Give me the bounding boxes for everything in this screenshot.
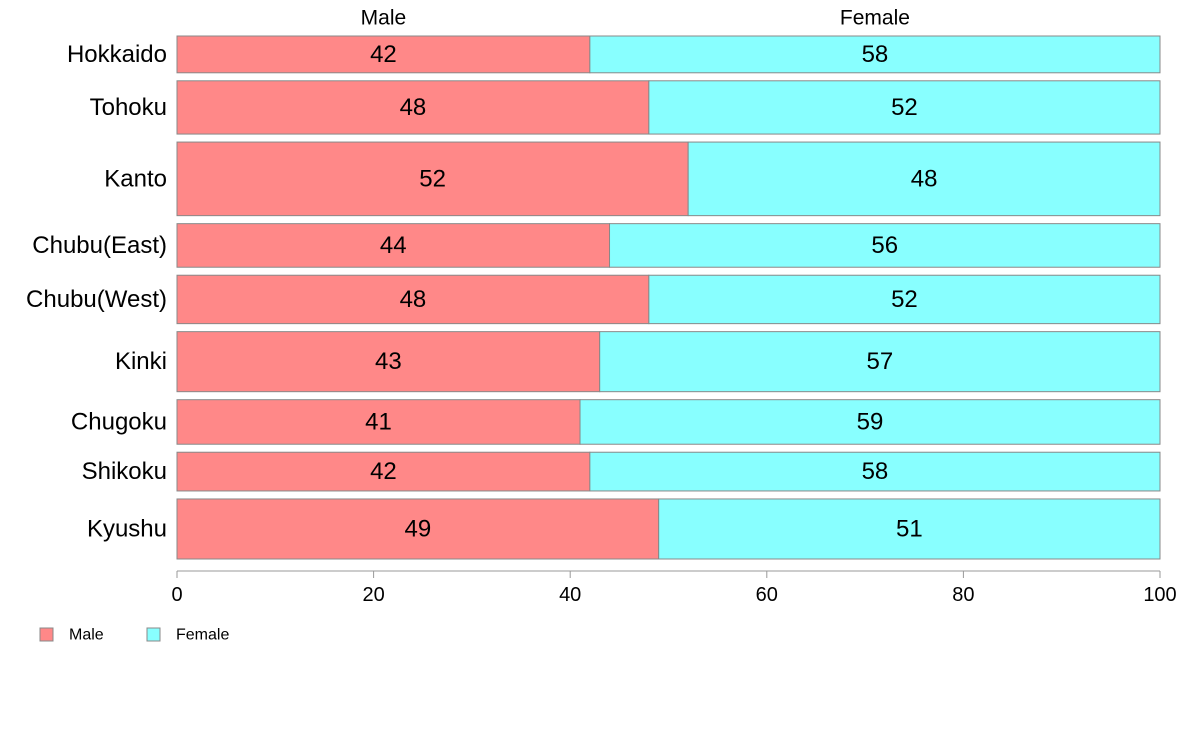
legend-item-female: Female: [146, 627, 229, 644]
bar-segment-female: [658, 498, 1161, 560]
data-label: 58: [862, 458, 889, 485]
bar-row-chubu-east: Chubu(East) 44 56: [32, 223, 1161, 268]
data-label: 42: [370, 458, 397, 485]
bar-segment-female: [687, 141, 1161, 217]
bar-row-kinki: Kinki 43 57: [115, 331, 1161, 393]
bar-segment-male: [176, 35, 591, 74]
data-label: 56: [871, 232, 898, 259]
bar-segment-female: [579, 399, 1161, 445]
bar-row-tohoku: Tohoku 48 52: [90, 80, 1161, 135]
category-label: Chugoku: [71, 408, 167, 435]
bar-row-chugoku: Chugoku 41 59: [71, 399, 1161, 445]
bar-segment-male: [176, 274, 650, 325]
data-label: 44: [380, 232, 407, 259]
legend-label: Female: [176, 627, 229, 644]
x-tick-label: 0: [171, 584, 182, 606]
column-header-female: Female: [840, 7, 910, 30]
data-label: 43: [375, 348, 402, 375]
data-label: 48: [400, 94, 427, 121]
column-header-male: Male: [361, 7, 407, 30]
category-label: Kanto: [104, 165, 167, 192]
data-label: 49: [404, 515, 431, 542]
data-label: 48: [400, 286, 427, 313]
bar-segment-female: [648, 80, 1161, 135]
category-label: Kyushu: [87, 515, 167, 542]
bar-row-chubu-west: Chubu(West) 48 52: [26, 274, 1161, 325]
data-label: 51: [896, 515, 923, 542]
bar-rows: Hokkaido 42 58 Tohoku 48 52 Kanto 52 48 Chubu(Eas…: [26, 35, 1161, 560]
legend-item-male: Male: [39, 627, 104, 644]
bar-segment-male: [176, 80, 650, 135]
legend-swatch: [146, 627, 161, 642]
data-label: 59: [857, 408, 884, 435]
category-label: Kinki: [115, 348, 167, 375]
bar-row-kyushu: Kyushu 49 51: [87, 498, 1161, 560]
data-label: 52: [891, 94, 918, 121]
data-label: 52: [419, 165, 446, 192]
bar-segment-female: [589, 35, 1161, 74]
legend-label: Male: [69, 627, 104, 644]
x-tick-label: 40: [559, 584, 581, 606]
x-tick-label: 20: [362, 584, 384, 606]
x-tick-label: 100: [1143, 584, 1176, 606]
bar-row-shikoku: Shikoku 42 58: [82, 451, 1161, 492]
bar-segment-female: [599, 331, 1161, 393]
legend-swatch: [39, 627, 54, 642]
x-axis: 0 20 40 60 80 100: [171, 570, 1177, 606]
legend: Male Female: [39, 627, 229, 644]
bar-segment-female: [648, 274, 1161, 325]
bar-segment-male: [176, 141, 689, 217]
x-tick-label: 80: [952, 584, 974, 606]
data-label: 42: [370, 41, 397, 68]
category-label: Tohoku: [90, 94, 167, 121]
data-label: 52: [891, 286, 918, 313]
bar-segment-male: [176, 498, 660, 560]
bar-segment-male: [176, 223, 611, 268]
bar-segment-male: [176, 399, 581, 445]
bar-segment-female: [589, 451, 1161, 492]
bar-row-kanto: Kanto 52 48: [104, 141, 1161, 217]
category-label: Shikoku: [82, 458, 167, 485]
data-label: 41: [365, 408, 392, 435]
category-label: Chubu(West): [26, 286, 167, 313]
column-headers: Male Female: [361, 7, 910, 30]
x-tick-label: 60: [756, 584, 778, 606]
data-label: 58: [862, 41, 889, 68]
bar-row-hokkaido: Hokkaido 42 58: [67, 35, 1161, 74]
data-label: 48: [911, 165, 938, 192]
category-label: Hokkaido: [67, 41, 167, 68]
category-label: Chubu(East): [32, 232, 167, 259]
data-label: 57: [866, 348, 893, 375]
bar-segment-female: [609, 223, 1161, 268]
